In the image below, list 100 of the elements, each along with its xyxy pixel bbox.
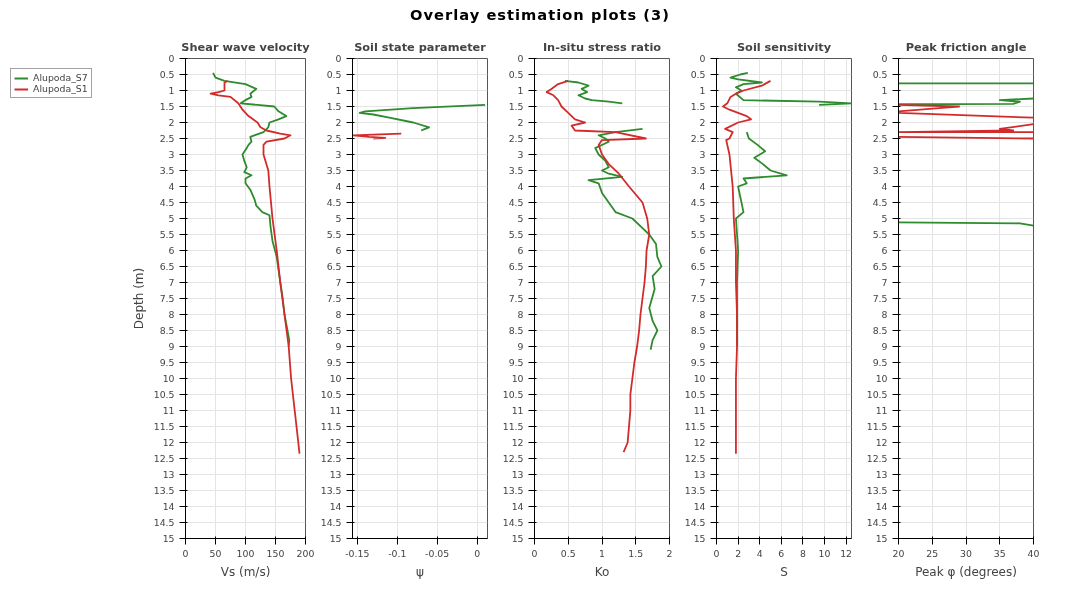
y-tick-label: 12.5 xyxy=(502,453,524,464)
y-tick-label: 3 xyxy=(168,149,175,160)
y-tick-label: 8 xyxy=(335,309,342,320)
y-tick-label: 10.5 xyxy=(502,389,524,400)
x-tick-label: 50 xyxy=(209,547,222,559)
y-tick-label: 6 xyxy=(699,245,706,256)
y-tick-label: 7 xyxy=(699,277,706,288)
y-tick-label: 7 xyxy=(517,277,524,288)
y-tick-label: 2 xyxy=(517,117,524,128)
y-tick-label: 12.5 xyxy=(684,453,706,464)
y-tick-label: 3.5 xyxy=(326,165,342,176)
line-series xyxy=(545,80,651,453)
y-tick-label: 5 xyxy=(517,213,524,224)
y-tick-label: 0.5 xyxy=(872,69,888,80)
y-tick-label: 3 xyxy=(699,149,706,160)
y-tick-label: 7.5 xyxy=(508,293,524,304)
line-series xyxy=(358,104,486,132)
y-tick-label: 2.5 xyxy=(872,133,888,144)
y-tick-label: 2.5 xyxy=(690,133,706,144)
y-tick-label: 7 xyxy=(881,277,888,288)
y-axis-title: Depth (m) xyxy=(131,267,146,330)
y-tick-label: 1.5 xyxy=(326,101,342,112)
y-tick-label: 4 xyxy=(699,181,706,192)
y-tick-label: 14.5 xyxy=(866,517,888,528)
x-axis-title: ψ xyxy=(416,564,425,579)
y-tick-label: 5 xyxy=(335,213,342,224)
y-tick-label: 4.5 xyxy=(326,197,342,208)
y-tick-label: 6.5 xyxy=(872,261,888,272)
y-tick-label: 7 xyxy=(335,277,342,288)
y-tick-label: 14.5 xyxy=(684,517,706,528)
y-tick-label: 11 xyxy=(329,405,342,416)
y-tick-label: 13.5 xyxy=(502,485,524,496)
y-tick-label: 11 xyxy=(693,405,706,416)
y-tick-label: 9.5 xyxy=(159,357,175,368)
x-axis-title: Ko xyxy=(594,564,610,579)
y-tick-label: 10 xyxy=(693,373,706,384)
y-tick-label: 14 xyxy=(329,501,342,512)
y-tick-label: 6 xyxy=(517,245,524,256)
y-tick-label: 6 xyxy=(335,245,342,256)
y-tick-label: 0.5 xyxy=(690,69,706,80)
y-tick-label: 10 xyxy=(329,373,342,384)
y-tick-label: 11 xyxy=(162,405,175,416)
y-tick-label: 5.5 xyxy=(508,229,524,240)
x-tick-label: 10 xyxy=(818,547,831,559)
y-tick-label: 9.5 xyxy=(326,357,342,368)
y-tick-label: 12 xyxy=(693,437,706,448)
y-tick-label: 13.5 xyxy=(320,485,342,496)
x-tick-label: 0 xyxy=(182,547,189,559)
y-tick-label: 10.5 xyxy=(684,389,706,400)
y-tick-label: 15 xyxy=(875,533,888,544)
y-tick-label: 4.5 xyxy=(872,197,888,208)
y-tick-label: 11.5 xyxy=(153,421,175,432)
chart-title: Soil sensitivity xyxy=(736,39,832,54)
x-tick-label: 4 xyxy=(756,547,763,559)
x-tick-label: 200 xyxy=(296,547,315,559)
y-tick-label: 1.5 xyxy=(872,101,888,112)
y-tick-label: 12 xyxy=(875,437,888,448)
x-axis-title: Peak φ (degrees) xyxy=(915,564,1017,579)
y-tick-label: 1.5 xyxy=(508,101,524,112)
x-tick-label: 12 xyxy=(840,547,853,559)
y-tick-label: 1 xyxy=(168,85,175,96)
x-tick-label: 0 xyxy=(713,547,720,559)
y-tick-label: 13.5 xyxy=(153,485,175,496)
y-tick-label: 10.5 xyxy=(866,389,888,400)
y-tick-label: 4.5 xyxy=(690,197,706,208)
y-tick-label: 4 xyxy=(881,181,888,192)
y-tick-label: 2 xyxy=(881,117,888,128)
x-tick-label: 20 xyxy=(892,547,905,559)
chart-title: Peak friction angle xyxy=(905,39,1027,54)
y-tick-label: 0.5 xyxy=(508,69,524,80)
y-tick-label: 5.5 xyxy=(690,229,706,240)
y-tick-label: 11 xyxy=(511,405,524,416)
y-tick-label: 13 xyxy=(329,469,342,480)
x-tick-label: 150 xyxy=(266,547,285,559)
y-tick-label: 3.5 xyxy=(872,165,888,176)
x-tick-label: 100 xyxy=(236,547,255,559)
y-tick-label: 13 xyxy=(693,469,706,480)
legend-label: Alupoda_S1 xyxy=(33,83,88,94)
y-tick-label: 10.5 xyxy=(153,389,175,400)
y-tick-label: 10 xyxy=(162,373,175,384)
y-tick-label: 15 xyxy=(162,533,175,544)
y-tick-label: 11.5 xyxy=(684,421,706,432)
y-tick-label: 3.5 xyxy=(690,165,706,176)
y-tick-label: 0 xyxy=(168,53,175,64)
x-tick-label: 1.5 xyxy=(628,547,644,559)
line-series xyxy=(209,80,301,455)
y-tick-label: 11.5 xyxy=(502,421,524,432)
y-tick-label: 0 xyxy=(881,53,888,64)
y-tick-label: 11 xyxy=(875,405,888,416)
y-tick-label: 9 xyxy=(699,341,706,352)
y-tick-label: 2 xyxy=(699,117,706,128)
y-tick-label: 8.5 xyxy=(159,325,175,336)
y-tick-label: 12 xyxy=(511,437,524,448)
y-tick-label: 14 xyxy=(162,501,175,512)
y-tick-label: 15 xyxy=(329,533,342,544)
y-tick-label: 0.5 xyxy=(159,69,175,80)
chart-title: Shear wave velocity xyxy=(181,39,311,54)
y-tick-label: 6.5 xyxy=(326,261,342,272)
x-axis-title: S xyxy=(780,564,788,579)
y-tick-label: 11.5 xyxy=(866,421,888,432)
